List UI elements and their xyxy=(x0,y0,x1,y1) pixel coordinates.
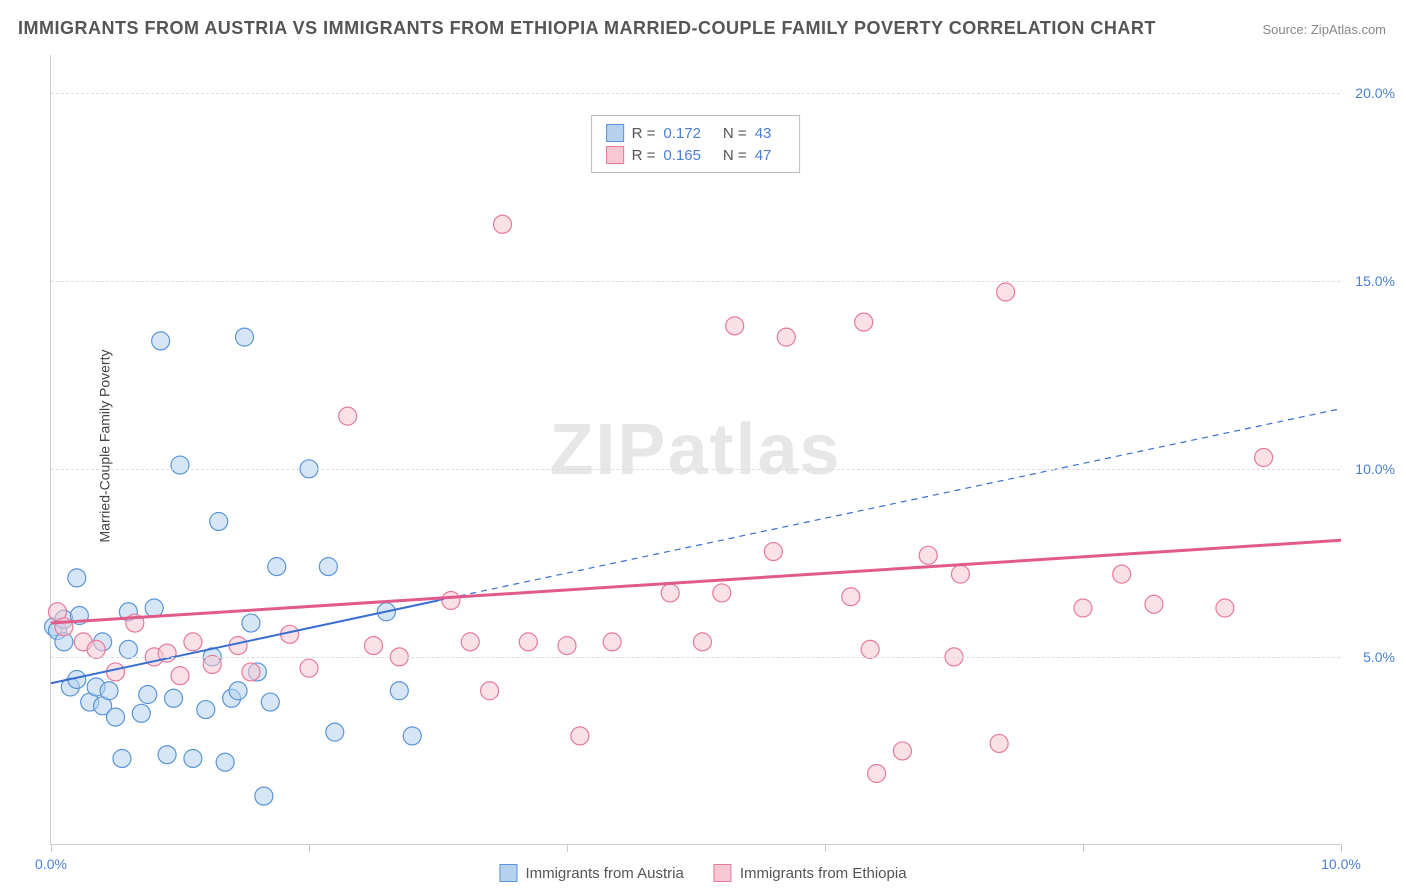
r-label: R = xyxy=(632,125,656,142)
scatter-plot-svg xyxy=(51,55,1340,844)
swatch-austria-icon xyxy=(499,864,517,882)
r-value-ethiopia: 0.165 xyxy=(663,147,701,164)
stats-row-ethiopia: R = 0.165 N = 47 xyxy=(606,144,786,166)
n-value-ethiopia: 47 xyxy=(755,147,772,164)
source-label: Source: ZipAtlas.com xyxy=(1262,22,1386,37)
n-label: N = xyxy=(723,125,747,142)
n-label: N = xyxy=(723,147,747,164)
stats-row-austria: R = 0.172 N = 43 xyxy=(606,122,786,144)
n-value-austria: 43 xyxy=(755,125,772,142)
y-tick-label: 20.0% xyxy=(1355,85,1395,101)
stats-legend: R = 0.172 N = 43 R = 0.165 N = 47 xyxy=(591,115,801,173)
y-tick-label: 5.0% xyxy=(1363,649,1395,665)
r-label: R = xyxy=(632,147,656,164)
y-tick-label: 10.0% xyxy=(1355,461,1395,477)
legend-item-ethiopia: Immigrants from Ethiopia xyxy=(714,864,907,882)
chart-area: ZIPatlas R = 0.172 N = 43 R = 0.165 N = … xyxy=(50,55,1340,845)
legend-label-austria: Immigrants from Austria xyxy=(525,865,683,882)
x-tick-label: 10.0% xyxy=(1321,856,1361,872)
y-tick-label: 15.0% xyxy=(1355,273,1395,289)
r-value-austria: 0.172 xyxy=(663,125,701,142)
swatch-austria xyxy=(606,124,624,142)
legend-label-ethiopia: Immigrants from Ethiopia xyxy=(740,865,907,882)
chart-title: IMMIGRANTS FROM AUSTRIA VS IMMIGRANTS FR… xyxy=(18,18,1156,39)
swatch-ethiopia xyxy=(606,146,624,164)
x-tick-label: 0.0% xyxy=(35,856,67,872)
swatch-ethiopia-icon xyxy=(714,864,732,882)
bottom-legend: Immigrants from Austria Immigrants from … xyxy=(499,864,906,882)
legend-item-austria: Immigrants from Austria xyxy=(499,864,683,882)
